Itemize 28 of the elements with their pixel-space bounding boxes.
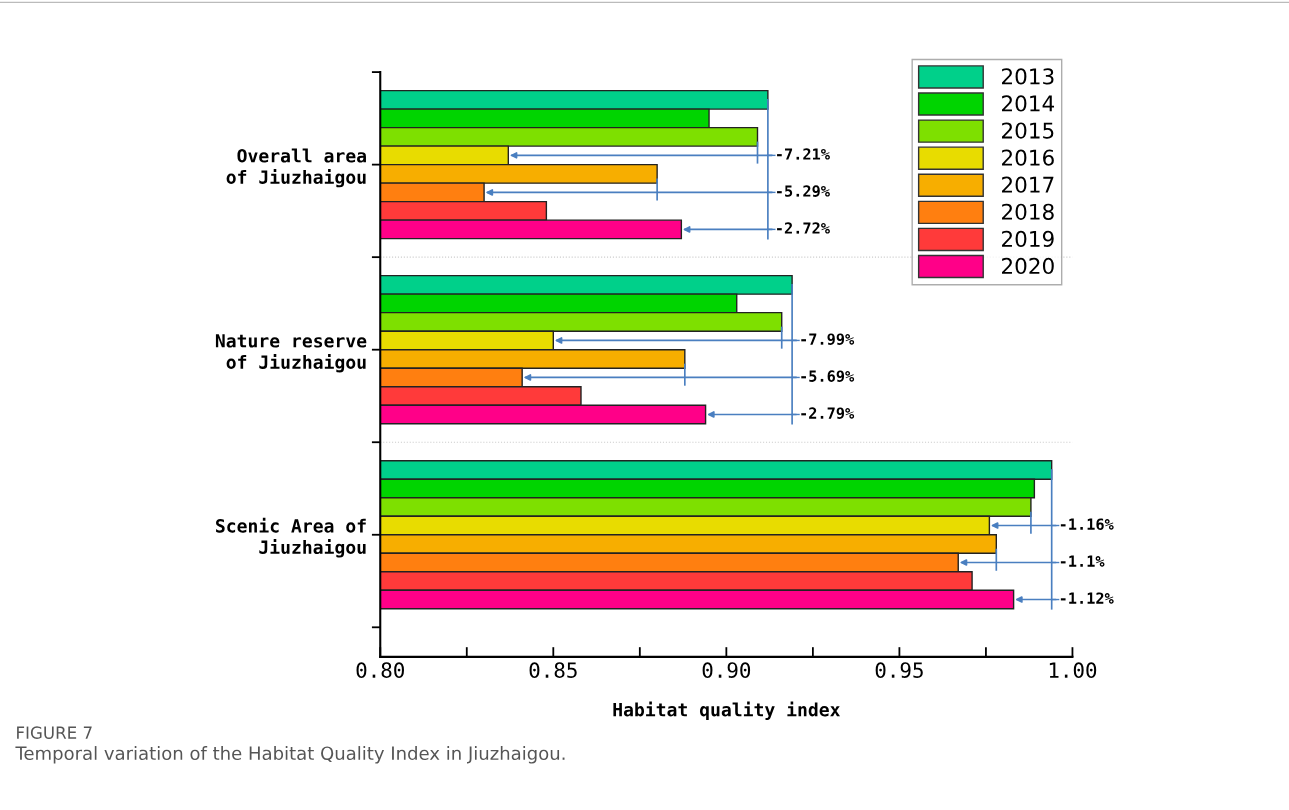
legend-label: 2015 (1002, 122, 1054, 139)
x-tick-label: 0.80 (356, 662, 404, 679)
legend-label: 2019 (1002, 230, 1054, 248)
caption: FIGURE 7 (17, 726, 92, 739)
annotation: -1.12% (1060, 592, 1114, 604)
x-tick-label: 1.00 (1049, 662, 1097, 679)
legend-label: 2016 (1002, 149, 1054, 166)
annotation: -7.99% (801, 333, 855, 345)
x-tick-label: 0.85 (529, 662, 577, 679)
annotation: -1.16% (1060, 518, 1114, 530)
legend-label: 2017 (1002, 176, 1054, 193)
y-tick-label: Scenic Area of Jiuzhaigou (216, 517, 366, 558)
x-axis-title: Habitat quality index (613, 701, 841, 720)
x-tick-label: 0.90 (702, 662, 751, 679)
text: Temporal variation of the Habitat Quality Index in Jiuzhaigou. (15, 746, 565, 764)
legend-label: 2014 (1002, 95, 1055, 112)
y-tick-label: Nature reserve of Jiuzhaigou (215, 334, 367, 373)
annotation: -7.21% (777, 148, 830, 160)
y-tick-label: Overall area of Jiuzhaigou (226, 148, 366, 188)
x-tick-label: 0.95 (875, 662, 923, 679)
annotation: -5.29% (777, 185, 830, 197)
annotation: -2.79% (801, 407, 855, 419)
annotation: -2.72% (777, 222, 830, 234)
legend-label: 2013 (1002, 68, 1054, 85)
annotation: -1.1% (1060, 555, 1105, 567)
legend-label: 2020 (1002, 257, 1054, 275)
annotation: -5.69% (801, 370, 855, 382)
legend-label: 2018 (1002, 203, 1054, 220)
